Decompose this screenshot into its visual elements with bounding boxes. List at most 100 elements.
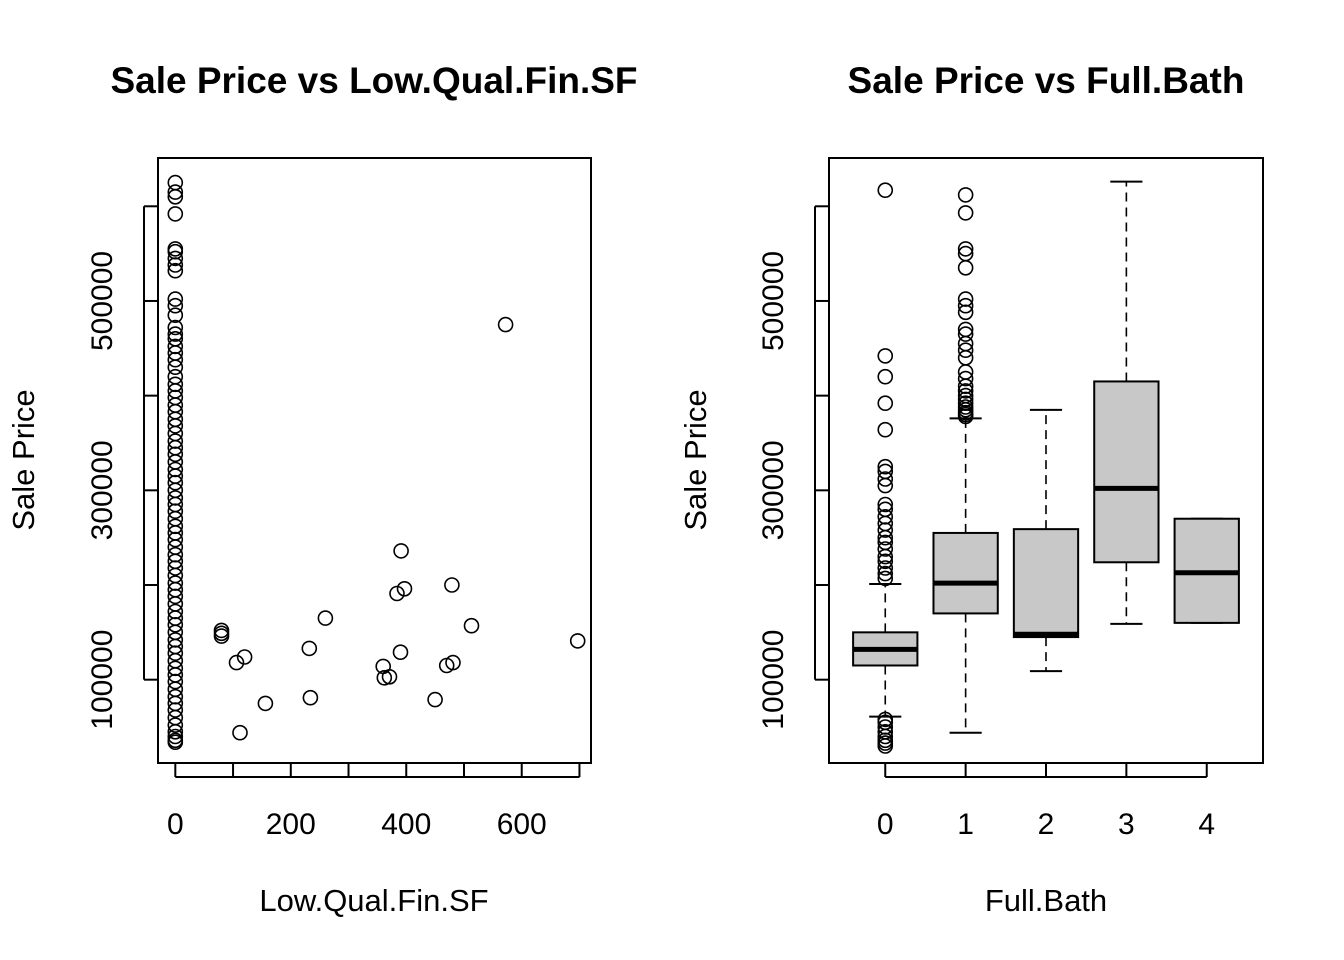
scatter-point [167, 728, 184, 745]
outlier-point [957, 342, 974, 359]
scatter-point [167, 297, 184, 314]
scatter-point [167, 262, 184, 279]
scatter-point [167, 291, 184, 307]
outlier-point [957, 370, 974, 387]
chart-title: Sale Price vs Full.Bath [848, 60, 1245, 101]
scatter-point [232, 724, 248, 741]
scatter-point [167, 588, 184, 605]
scatter-point [167, 307, 184, 324]
outlier-point [877, 553, 894, 570]
outlier-point [957, 304, 974, 321]
outlier-point [877, 548, 894, 565]
outlier-point [957, 205, 974, 221]
outlier-point [877, 560, 894, 576]
scatter-point [167, 616, 184, 633]
x-tick-label: 0 [167, 808, 184, 841]
scatter-point [167, 184, 184, 200]
scatter-point [236, 649, 253, 665]
boxplots [852, 180, 1240, 754]
x-tick-label: 3 [1118, 808, 1135, 841]
iqr-box [1012, 528, 1080, 639]
scatter-point [167, 702, 184, 718]
box-1 [932, 187, 999, 734]
scatter-point [393, 543, 409, 559]
scatter-point [167, 734, 184, 751]
chart-title: Sale Price vs Low.Qual.Fin.SF [110, 60, 637, 101]
outlier-point [877, 182, 894, 198]
y-tick-label: 500000 [86, 251, 119, 351]
outlier-point [957, 378, 974, 395]
outlier-point [957, 259, 974, 276]
scatter-point [463, 617, 480, 634]
scatter-point [317, 610, 334, 626]
outlier-point [877, 421, 894, 438]
outlier-point [877, 368, 894, 385]
outlier-point [877, 496, 894, 513]
outlier-point [877, 570, 894, 587]
y-axis-label: Sale Price [678, 389, 713, 530]
scatter-point [167, 206, 184, 222]
outlier-point [957, 297, 974, 314]
y-tick-label: 300000 [86, 440, 119, 540]
scatter-point [396, 580, 413, 597]
outlier-point [957, 408, 974, 425]
scatter-point [167, 474, 184, 491]
scatter-point [167, 717, 184, 733]
panel-low-qual-fin-sf: Sale Price vs Low.Qual.Fin.SF Low.Qual.F… [6, 60, 638, 918]
scatter-point [167, 531, 184, 548]
scatter-point [167, 319, 184, 336]
scatter-point [167, 673, 184, 690]
scatter-point [167, 418, 184, 434]
scatter-point [302, 689, 319, 706]
outlier-point [877, 738, 894, 754]
outlier-point [877, 522, 894, 538]
outlier-point [877, 529, 894, 546]
scatter-point [389, 585, 405, 602]
scatter-point [376, 669, 393, 686]
scatter-point [167, 250, 184, 267]
outlier-point [957, 326, 974, 342]
x-axis-label: Full.Bath [985, 883, 1107, 918]
scatter-point [167, 446, 184, 463]
outlier-point [877, 541, 894, 557]
scatter-point [381, 668, 398, 685]
y-tick-label: 300000 [757, 440, 790, 540]
x-tick-label: 400 [381, 808, 431, 841]
axes: 0 200 400 600 100000 300000 500000 [86, 205, 581, 841]
box-0 [852, 182, 919, 754]
outlier-point [877, 565, 894, 582]
scatter-point [569, 633, 586, 649]
x-tick-label: 2 [1038, 808, 1055, 841]
iqr-box [932, 531, 999, 615]
x-tick-label: 600 [497, 808, 547, 841]
scatter-point [167, 503, 184, 520]
scatter-point [427, 691, 443, 708]
scatter-point [167, 723, 184, 740]
scatter-point [167, 560, 184, 576]
scatter-point [167, 326, 184, 342]
scatter-point [497, 316, 514, 333]
y-tick-label: 500000 [757, 251, 790, 351]
outlier-point [957, 291, 974, 307]
scatter-point [167, 645, 184, 662]
plot-frame [157, 157, 592, 764]
outlier-point [957, 383, 974, 399]
scatter-point [167, 257, 184, 273]
x-axis-label: Low.Qual.Fin.SF [259, 883, 488, 918]
scatter-points [167, 174, 586, 751]
outlier-point [877, 348, 894, 364]
outlier-point [877, 458, 894, 475]
x-tick-label: 1 [957, 808, 974, 841]
scatter-point [167, 433, 184, 449]
axes: 0 1 2 3 4 100000 300000 500000 [757, 205, 1215, 841]
box-2 [1012, 408, 1080, 673]
outlier-point [877, 477, 894, 494]
scatter-point [228, 654, 245, 671]
x-tick-label: 0 [877, 808, 894, 841]
scatter-point [167, 359, 184, 376]
scatter-point [392, 644, 409, 661]
outlier-point [877, 471, 894, 487]
scatter-point [257, 695, 274, 712]
scatter-point [445, 654, 461, 671]
